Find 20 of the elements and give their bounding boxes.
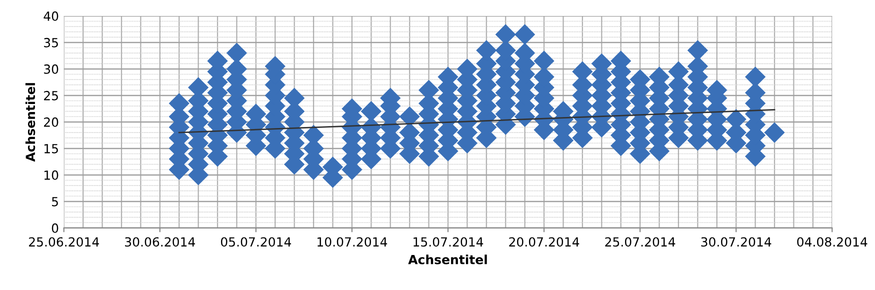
x-tick-label: 04.08.2014: [797, 237, 868, 247]
x-axis-title: Achsentitel: [408, 254, 487, 264]
y-tick-label: 30: [44, 64, 58, 74]
y-tick-label: 10: [44, 170, 58, 180]
y-axis-title: Achsentitel: [25, 83, 36, 162]
y-tick-label: 5: [52, 197, 58, 206]
y-tick-label: 35: [44, 38, 58, 48]
y-tick-label: 40: [44, 11, 58, 21]
x-tick-label: 30.06.2014: [125, 237, 195, 247]
y-tick-label: 20: [44, 117, 58, 127]
x-tick-label: 25.06.2014: [29, 237, 99, 247]
y-tick-label: 25: [44, 90, 58, 100]
x-tick-label: 25.07.2014: [605, 237, 676, 247]
x-tick-label: 10.07.2014: [318, 237, 388, 247]
y-tick-label: 0: [52, 223, 58, 233]
y-tick-label: 15: [44, 144, 58, 154]
x-tick-label: 20.07.2014: [509, 237, 580, 247]
x-tick-label: 15.07.2014: [414, 237, 484, 247]
x-tick-label: 05.07.2014: [220, 237, 292, 247]
x-tick-label: 30.07.2014: [701, 237, 772, 247]
